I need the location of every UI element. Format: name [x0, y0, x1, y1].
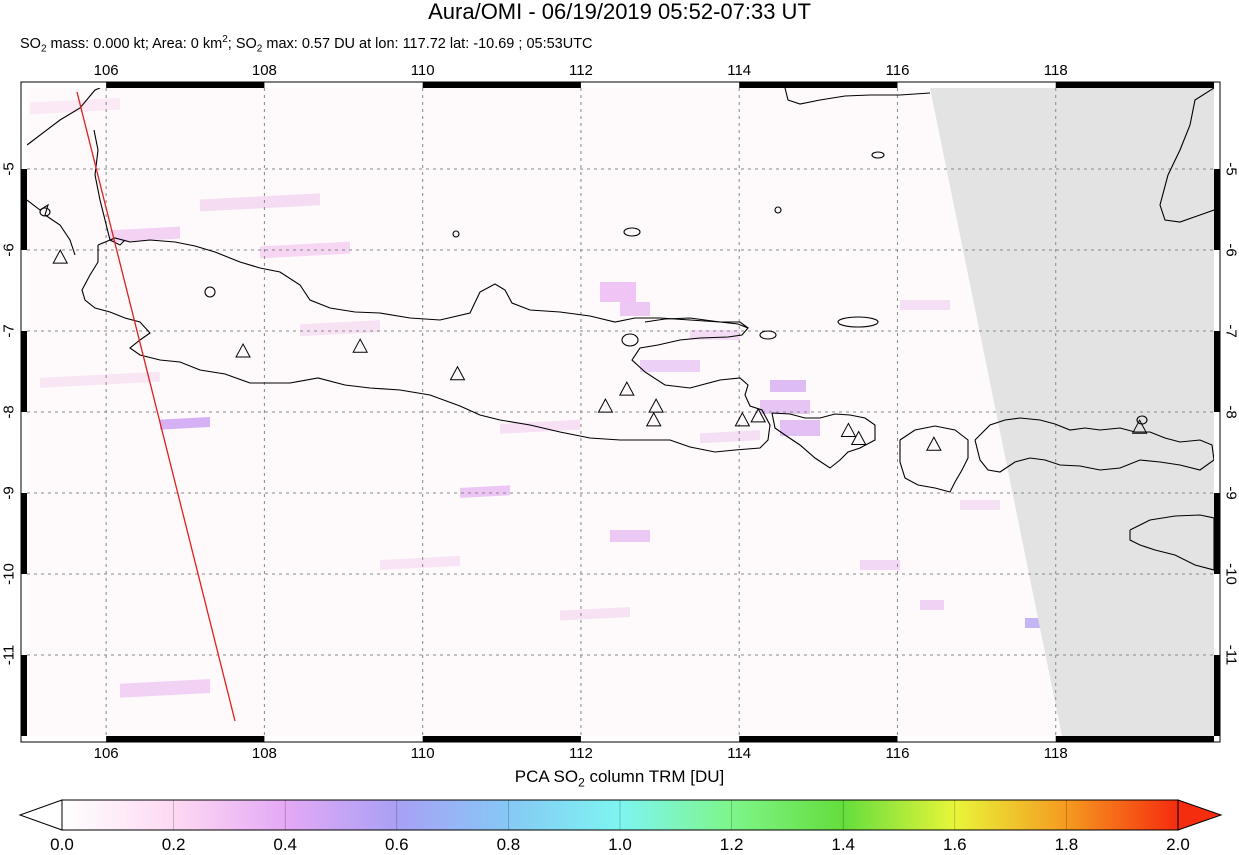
x-tick-label-bottom: 116	[885, 745, 910, 762]
volcano-marker	[352, 338, 368, 353]
colorbar-max-arrow	[1177, 799, 1223, 831]
map-title: Aura/OMI - 06/19/2019 05:52-07:33 UT	[428, 0, 811, 24]
volcano-marker	[850, 430, 867, 446]
x-tick-label-bottom: 112	[568, 745, 593, 762]
volcano-marker	[926, 436, 942, 451]
x-tick-label-bottom: 106	[93, 745, 119, 762]
frame-seg-right	[1214, 493, 1220, 574]
y-tick-label-right: -9	[1222, 486, 1239, 500]
y-tick-label-left: -7	[0, 324, 18, 338]
frame-seg-right	[1214, 331, 1220, 412]
colorbar-gradient	[61, 799, 1179, 831]
colorbar-tick-label: 0.4	[273, 835, 298, 854]
y-tick-label-left: -6	[0, 243, 18, 257]
x-tick-label-bottom: 110	[410, 745, 435, 762]
colorbar-tick-label: 0.0	[50, 835, 74, 854]
frame-seg-top	[422, 82, 581, 88]
y-tick-label-right: -10	[1222, 563, 1239, 585]
frame-seg-left	[21, 655, 27, 736]
x-tick-label-bottom: 108	[251, 745, 277, 762]
x-tick-label-top: 108	[251, 62, 277, 79]
frame-seg-right	[1214, 655, 1220, 736]
x-tick-label-bottom: 114	[727, 745, 752, 762]
y-tick-label-right: -5	[1222, 162, 1239, 176]
volcano-marker	[734, 411, 751, 427]
map-frame	[20, 81, 1221, 743]
volcano-marker	[449, 365, 466, 381]
x-tick-label-top: 116	[885, 62, 910, 79]
orbit-track-line	[76, 91, 236, 722]
y-tick-label-left: -9	[0, 486, 18, 500]
frame-seg-left	[21, 493, 27, 574]
volcano-marker	[840, 422, 857, 437]
colorbar-tick-label: 1.6	[942, 835, 967, 854]
frame-seg-left	[21, 169, 27, 250]
volcano-marker	[750, 407, 767, 423]
frame-seg-top	[106, 82, 265, 88]
x-tick-label-top: 106	[93, 62, 119, 79]
x-tick-label-top: 112	[568, 62, 593, 79]
frame-seg-bottom	[422, 736, 581, 742]
x-tick-label-top: 114	[727, 62, 752, 79]
y-tick-label-left: -10	[0, 563, 18, 585]
frame-seg-right	[1214, 169, 1220, 250]
y-tick-label-right: -11	[1222, 644, 1239, 666]
volcano-marker	[52, 249, 69, 264]
x-tick-label-top: 110	[410, 62, 435, 79]
y-tick-label-left: -11	[0, 644, 18, 666]
x-tick-label-bottom: 118	[1043, 745, 1068, 762]
so2-summary: SO2 mass: 0.000 kt; Area: 0 km2; SO2 max…	[20, 34, 593, 55]
lat-lon-grid	[27, 88, 1214, 736]
colorbar	[18, 799, 1223, 831]
colorbar-tick-label: 1.8	[1054, 835, 1079, 854]
volcano-marker	[648, 398, 664, 413]
colorbar-tick-label: 1.4	[831, 835, 856, 854]
colorbar-tick-label: 2.0	[1166, 835, 1190, 854]
volcano-marker	[645, 411, 662, 427]
colorbar-tick-label: 1.0	[608, 835, 632, 854]
volcano-marker	[1131, 419, 1148, 434]
frame-seg-bottom	[1055, 736, 1214, 742]
colorbar-title: PCA SO2 column TRM [DU]	[514, 767, 725, 790]
frame-seg-bottom	[106, 736, 265, 742]
frame-seg-left	[21, 331, 27, 412]
volcano-markers	[52, 249, 1148, 451]
x-tick-label-top: 118	[1043, 62, 1068, 79]
volcano-marker	[235, 343, 251, 358]
y-tick-label-left: -8	[0, 405, 18, 419]
colorbar-tick-label: 0.2	[161, 835, 186, 854]
y-tick-label-left: -5	[0, 162, 18, 176]
frame-seg-top	[1055, 82, 1214, 88]
y-tick-label-right: -7	[1222, 324, 1239, 338]
y-tick-label-right: -8	[1222, 405, 1239, 419]
colorbar-min-arrow	[18, 799, 63, 831]
volcano-marker	[597, 398, 614, 413]
volcano-marker	[618, 381, 635, 396]
colorbar-tick-label: 1.2	[719, 835, 744, 854]
frame-seg-bottom	[739, 736, 898, 742]
colorbar-tick-label: 0.8	[496, 835, 521, 854]
colorbar-tick-label: 0.6	[384, 835, 409, 854]
coastlines	[27, 88, 1214, 571]
frame-seg-top	[739, 82, 898, 88]
y-tick-label-right: -6	[1222, 243, 1239, 257]
